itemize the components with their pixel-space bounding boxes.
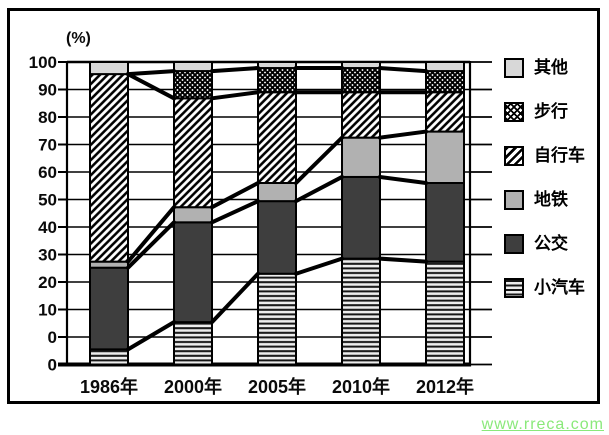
connector-line-subway [378, 129, 428, 140]
x-tick-label: 1986年 [80, 376, 138, 397]
connector-line-bus [378, 174, 428, 185]
x-tick-label: 2005年 [248, 376, 306, 397]
bike-swatch-icon [504, 145, 524, 166]
bar-segment-subway [257, 182, 297, 203]
connector-line-subway [294, 135, 344, 185]
y-tick-label: 10 [38, 301, 57, 320]
legend-item-bus: 公交 [504, 233, 585, 254]
legend: 其他 步行 自行车 地铁 公交 小汽车 [504, 57, 585, 298]
connector-line-bike [126, 72, 176, 101]
bar-segment-subway [173, 206, 213, 224]
y-tick-label: 30 [38, 246, 57, 265]
connector-line-car [378, 256, 428, 264]
connector-line-walk [210, 66, 260, 74]
legend-item-other: 其他 [504, 57, 585, 78]
legend-label-bus: 公交 [534, 234, 568, 253]
other-swatch-icon [504, 57, 524, 78]
legend-item-walk: 步行 [504, 101, 585, 122]
bar-segment-bus [173, 221, 213, 324]
x-tick-label: 2000年 [164, 376, 222, 397]
connector-line-bus [210, 199, 260, 225]
legend-label-other: 其他 [534, 58, 568, 77]
connector-line-bike [210, 90, 260, 101]
bar-segment-car [341, 257, 381, 366]
bar-segment-car [425, 260, 465, 366]
bar-segment-bus [257, 200, 297, 275]
y-tick-label: 0 [48, 328, 57, 347]
y-tick-label: 100 [29, 53, 57, 72]
y-tick-label: 80 [38, 108, 57, 127]
bar-segment-bike [89, 73, 129, 263]
legend-item-bike: 自行车 [504, 145, 585, 166]
bar-segment-walk [257, 67, 297, 94]
y-tick-label: 70 [38, 136, 57, 155]
bar-segment-other [257, 61, 297, 70]
bars [89, 61, 465, 366]
y-tick-label: 20 [38, 273, 57, 292]
bar-segment-bike [425, 91, 465, 133]
y-tick-label: 40 [38, 218, 57, 237]
figure-border [7, 8, 600, 404]
bar-2005年 [257, 61, 297, 366]
bar-segment-car [173, 321, 213, 366]
bar-segment-other [425, 61, 465, 73]
y-tick-label: 60 [38, 163, 57, 182]
bar-1986年 [89, 61, 129, 366]
y-tick-label: 0 [48, 356, 57, 375]
watermark-link: www.rreca.com [481, 416, 604, 433]
connector-line-walk [378, 66, 428, 74]
bar-2012年 [425, 61, 465, 366]
connector-line-subway [210, 181, 260, 210]
connector-line-bus [294, 174, 344, 204]
bar-segment-other [173, 61, 213, 73]
connector-line-walk [126, 69, 176, 77]
x-tick-label: 2010年 [332, 376, 390, 397]
bar-segment-subway [341, 136, 381, 178]
legend-label-walk: 步行 [534, 102, 568, 121]
bar-segment-bus [89, 266, 129, 351]
axis-ticks [58, 61, 492, 366]
bar-2010年 [341, 61, 381, 366]
bus-swatch-icon [504, 233, 524, 254]
bar-segment-subway [425, 130, 465, 184]
bar-segment-bike [257, 91, 297, 184]
bar-segment-walk [425, 70, 465, 94]
bar-segment-car [89, 348, 129, 366]
bar-segment-other [89, 61, 129, 76]
bar-segment-bus [341, 175, 381, 260]
x-tick-label: 2012年 [416, 376, 474, 397]
legend-label-subway: 地铁 [534, 190, 568, 209]
connector-line-car [294, 256, 344, 276]
subway-swatch-icon [504, 189, 524, 210]
bar-2000年 [173, 61, 213, 366]
connector-line-subway [126, 205, 176, 264]
bar-segment-walk [341, 67, 381, 94]
connector-line-car [210, 271, 260, 325]
legend-label-car: 小汽车 [534, 278, 585, 297]
bar-segment-bike [173, 97, 213, 209]
y-tick-label: 90 [38, 81, 57, 100]
connector-lines [126, 66, 428, 352]
y-tick-label: 50 [38, 191, 57, 210]
bar-segment-walk [173, 70, 213, 100]
connector-line-bus [126, 220, 176, 270]
legend-label-bike: 自行车 [534, 146, 585, 165]
legend-item-car: 小汽车 [504, 277, 585, 298]
legend-item-subway: 地铁 [504, 189, 585, 210]
car-swatch-icon [504, 277, 524, 298]
connector-line-car [126, 320, 176, 352]
x-tick-labels: 1986年 2000年 2005年 2010年 2012年 [80, 376, 474, 397]
y-axis-unit-label: (%) [66, 30, 91, 47]
walk-swatch-icon [504, 101, 524, 122]
bar-segment-car [257, 272, 297, 366]
bar-segment-bike [341, 91, 381, 139]
bar-segment-bus [425, 182, 465, 263]
bar-segment-other [341, 61, 381, 70]
